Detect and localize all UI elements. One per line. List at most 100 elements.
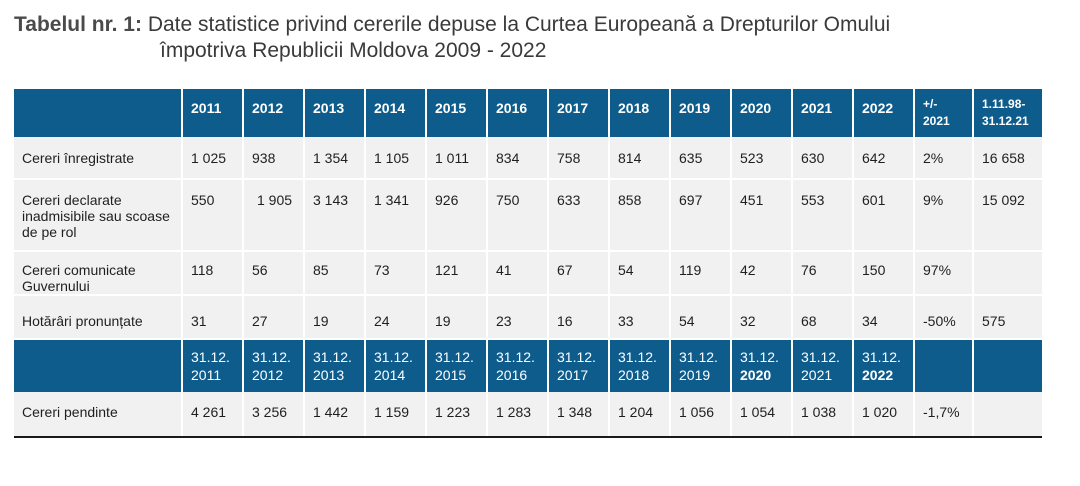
cell: 697 — [670, 179, 732, 252]
cell: 814 — [609, 137, 671, 180]
header-year: 2014 — [365, 89, 427, 137]
cell: 750 — [487, 179, 549, 252]
cell: 16 — [548, 295, 610, 340]
total-cell — [973, 251, 1042, 296]
cell: 42 — [731, 251, 793, 296]
row-label: Cereri pendinte — [14, 392, 183, 438]
date-header-cell: 31.12. 2013 — [304, 339, 366, 392]
header-year: 2020 — [731, 89, 793, 137]
date-prefix: 31.12. — [557, 349, 596, 365]
cell: 1 442 — [304, 392, 366, 438]
cell: 23 — [487, 295, 549, 340]
header-range-line1: 1.11.98- — [982, 97, 1026, 111]
date-prefix: 31.12. — [801, 349, 840, 365]
header-year: 2019 — [670, 89, 732, 137]
total-cell: 16 658 — [973, 137, 1042, 180]
date-year: 2011 — [191, 367, 222, 383]
cell: 1 025 — [182, 137, 244, 180]
cell: 54 — [609, 251, 671, 296]
cell: 41 — [487, 251, 549, 296]
date-year: 2020 — [740, 367, 772, 383]
header-year: 2021 — [792, 89, 854, 137]
table-row: Cereri comunicate Guvernului 118 56 85 7… — [14, 251, 1042, 296]
date-year: 2021 — [801, 367, 833, 383]
cell: 858 — [609, 179, 671, 252]
header-year: 2022 — [853, 89, 915, 137]
date-prefix: 31.12. — [679, 349, 718, 365]
date-year: 2018 — [618, 367, 650, 383]
change-cell: -50% — [914, 295, 974, 340]
table-row: Cereri declarate inadmisibile sau scoase… — [14, 179, 1042, 252]
header-year: 2012 — [243, 89, 305, 137]
change-cell: -1,7% — [914, 392, 974, 438]
date-header-cell: 31.12. 2018 — [609, 339, 671, 392]
date-year: 2014 — [374, 367, 406, 383]
cell: 550 — [182, 179, 244, 252]
cell: 3 256 — [243, 392, 305, 438]
header-year: 2016 — [487, 89, 549, 137]
cell: 24 — [365, 295, 427, 340]
cell: 834 — [487, 137, 549, 180]
cell: 451 — [731, 179, 793, 252]
cell: 34 — [853, 295, 915, 340]
date-year: 2022 — [862, 367, 894, 383]
date-prefix: 31.12. — [252, 349, 291, 365]
header-range: 1.11.98- 31.12.21 — [973, 89, 1042, 137]
cell: 1 204 — [609, 392, 671, 438]
cell: 1 354 — [304, 137, 366, 180]
header-year: 2018 — [609, 89, 671, 137]
date-prefix: 31.12. — [862, 349, 901, 365]
cell: 4 261 — [182, 392, 244, 438]
change-cell: 2% — [914, 137, 974, 180]
cell: 1 011 — [426, 137, 488, 180]
cell: 1 283 — [487, 392, 549, 438]
header-year: 2013 — [304, 89, 366, 137]
date-year: 2017 — [557, 367, 589, 383]
date-year: 2016 — [496, 367, 528, 383]
cell: 67 — [548, 251, 610, 296]
cell: 523 — [731, 137, 793, 180]
cell: 118 — [182, 251, 244, 296]
date-prefix: 31.12. — [740, 349, 779, 365]
header-change-line2: 2021 — [923, 114, 950, 128]
date-header-cell: 31.12. 2022 — [853, 339, 915, 392]
date-year: 2012 — [252, 367, 284, 383]
caption-line-1: Tabelul nr. 1: Date statistice privind c… — [14, 12, 1064, 38]
cell: 68 — [792, 295, 854, 340]
date-year: 2013 — [313, 367, 345, 383]
date-year: 2015 — [435, 367, 467, 383]
date-header-cell: 31.12. 2014 — [365, 339, 427, 392]
cell: 1 341 — [365, 179, 427, 252]
header-change: +/- 2021 — [914, 89, 974, 137]
cell: 19 — [304, 295, 366, 340]
cell: 1 054 — [731, 392, 793, 438]
date-header-cell: 31.12. 2017 — [548, 339, 610, 392]
cell: 601 — [853, 179, 915, 252]
cell: 1 223 — [426, 392, 488, 438]
date-year: 2019 — [679, 367, 711, 383]
date-header-cell: 31.12. 2019 — [670, 339, 732, 392]
caption-line-2: împotriva Republicii Moldova 2009 - 2022 — [160, 39, 547, 62]
cell: 633 — [548, 179, 610, 252]
cell: 1 105 — [365, 137, 427, 180]
total-cell: 575 — [973, 295, 1042, 340]
cell: 553 — [792, 179, 854, 252]
date-prefix: 31.12. — [374, 349, 413, 365]
cell: 27 — [243, 295, 305, 340]
cell: 150 — [853, 251, 915, 296]
cell: 630 — [792, 137, 854, 180]
table-row: Hotărâri pronunțate 31 27 19 24 19 23 16… — [14, 295, 1042, 340]
cell: 3 143 — [304, 179, 366, 252]
date-header-cell: 31.12. 2020 — [731, 339, 793, 392]
header-row: 2011 2012 2013 2014 2015 2016 2017 2018 … — [14, 89, 1042, 137]
header-year: 2015 — [426, 89, 488, 137]
header-year: 2011 — [182, 89, 244, 137]
cell: 1 348 — [548, 392, 610, 438]
date-header-cell: 31.12. 2015 — [426, 339, 488, 392]
change-cell: 97% — [914, 251, 974, 296]
cell: 119 — [670, 251, 732, 296]
cell: 938 — [243, 137, 305, 180]
date-prefix: 31.12. — [191, 349, 230, 365]
dates-header-empty-cell — [914, 339, 974, 392]
cell: 56 — [243, 251, 305, 296]
